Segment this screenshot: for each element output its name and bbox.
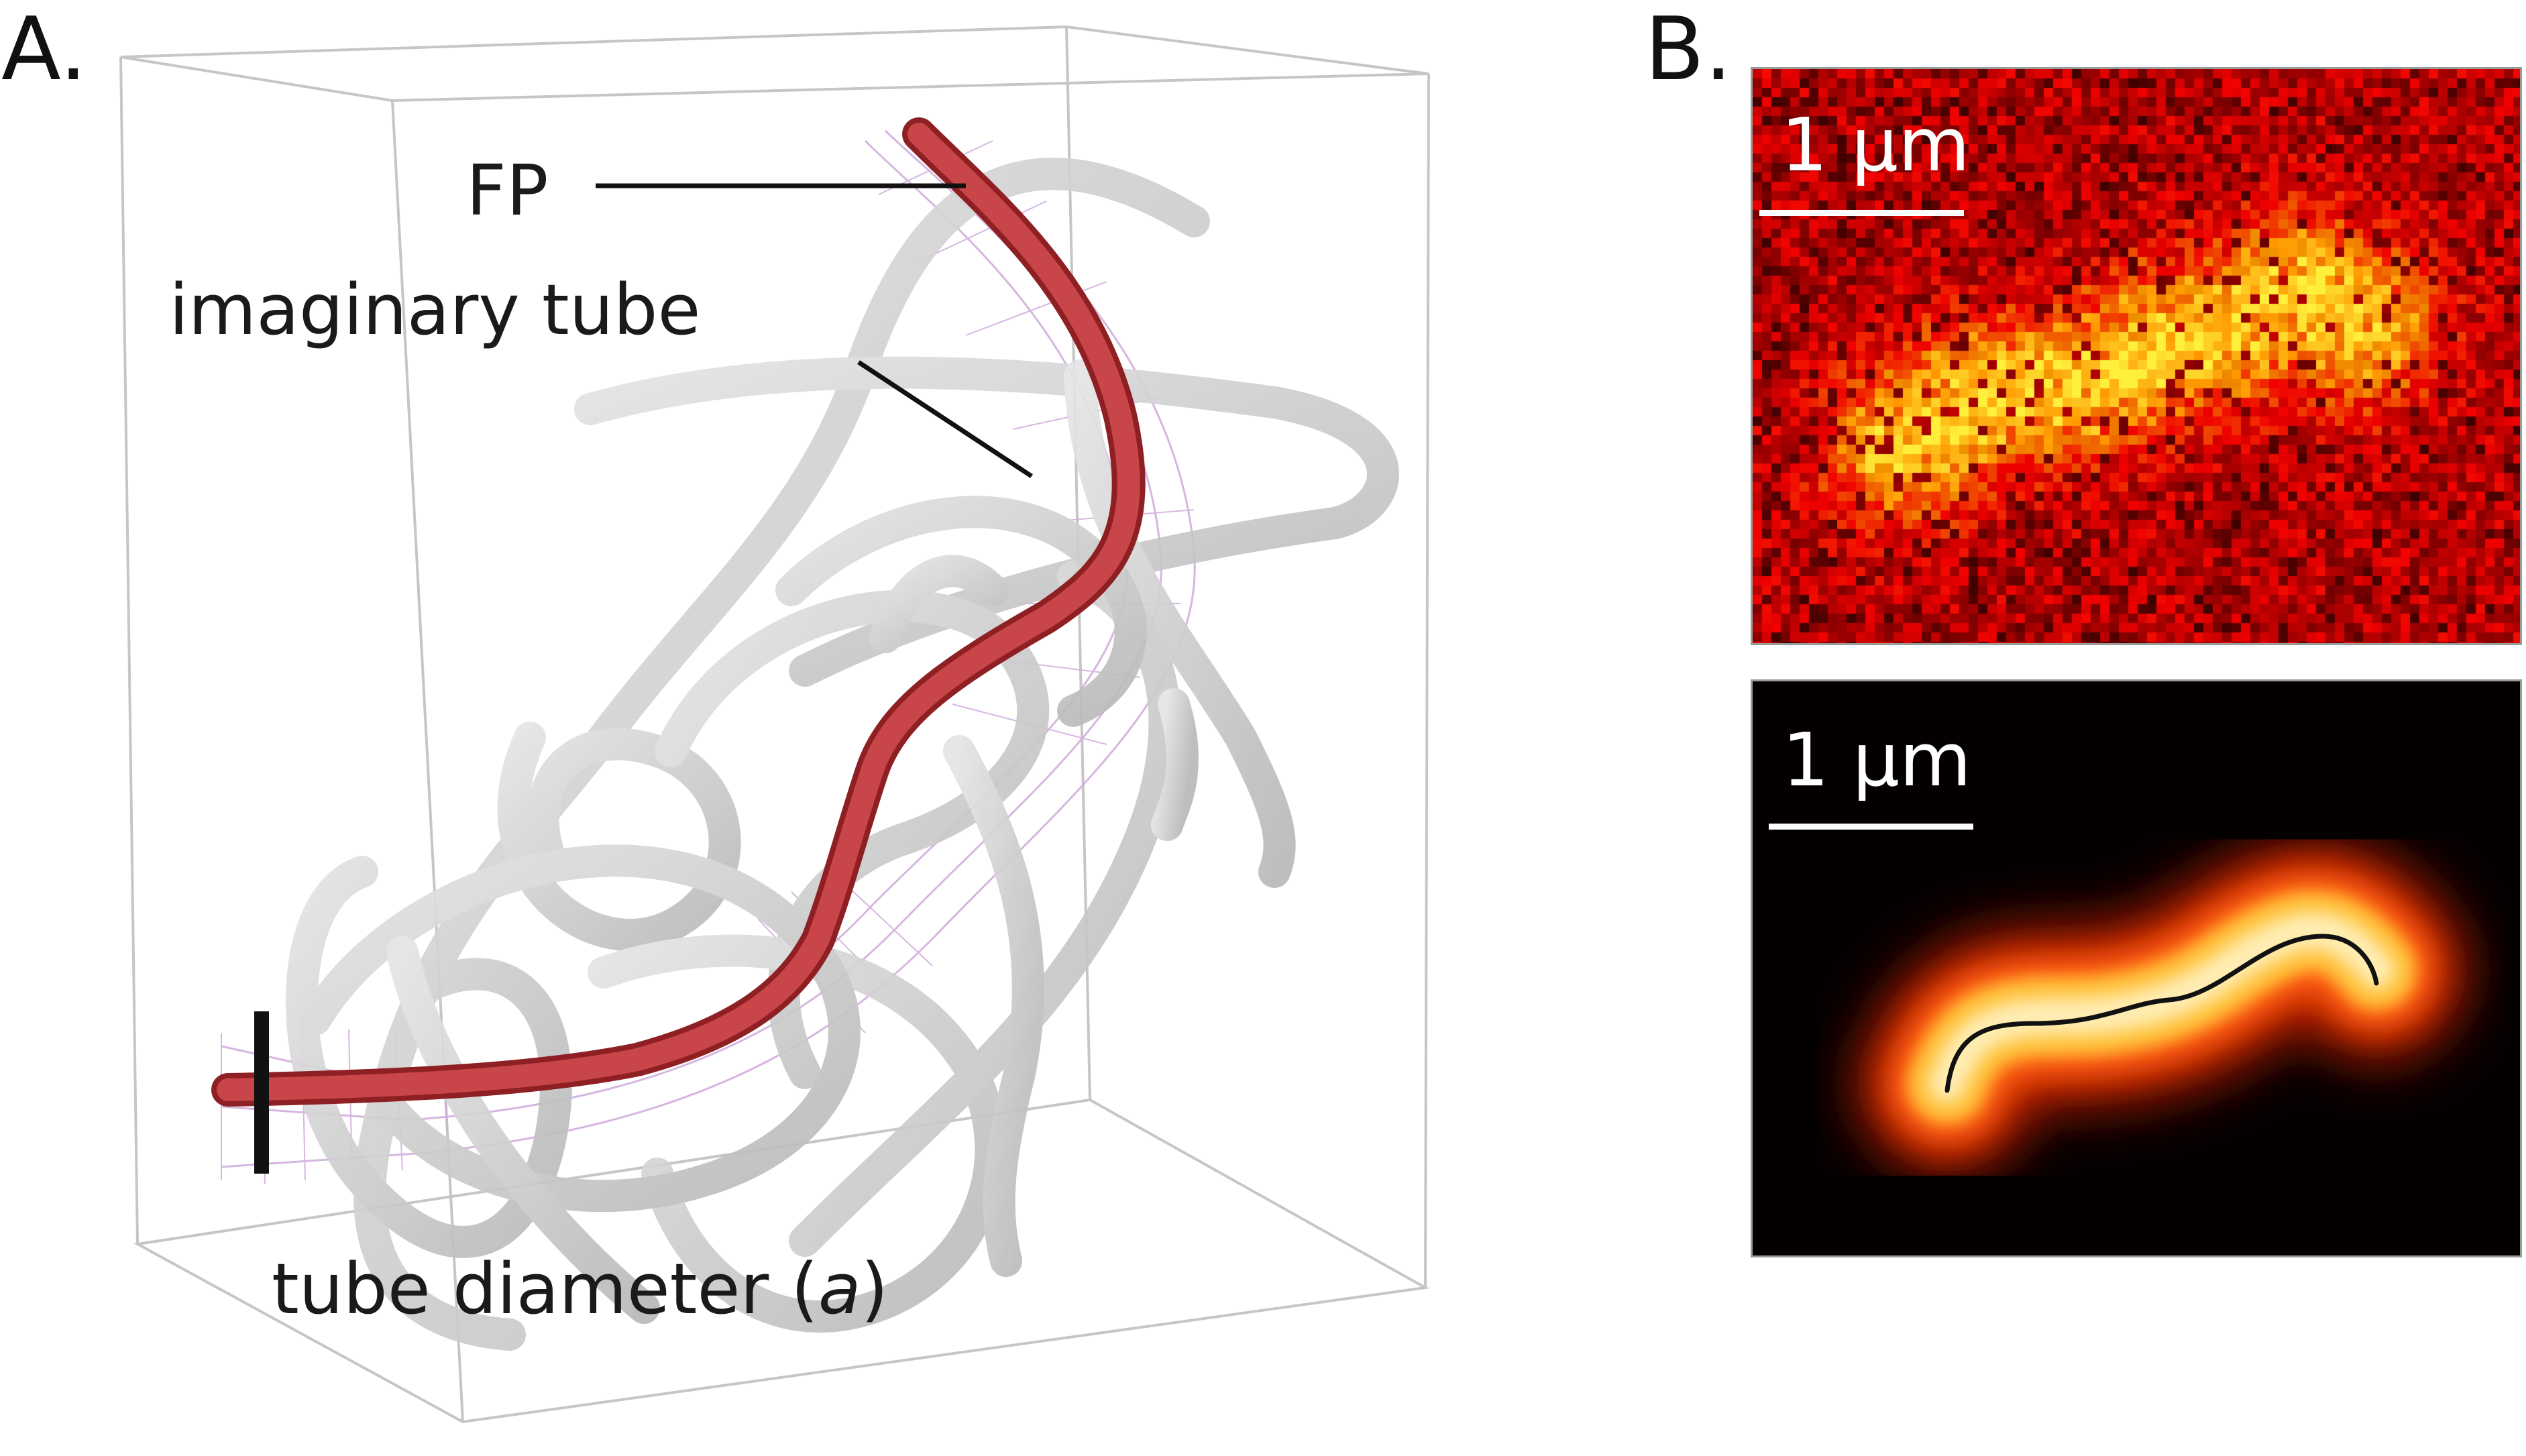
top-scale-bar: [1759, 210, 1964, 216]
noise-canvas: [1753, 69, 2520, 643]
tube-diameter-symbol: a: [818, 1248, 861, 1330]
raw-fluorescence-image: 1 µm: [1751, 67, 2522, 645]
panel-b-letter: B.: [1645, 0, 1733, 100]
panel-a-illustration: [119, 25, 1430, 1424]
bottom-scale-label: 1 µm: [1782, 717, 1972, 803]
contour-svg: [1753, 681, 2520, 1255]
tube-diameter-label: tube diameter (a): [272, 1254, 888, 1324]
tube-diameter-suffix: ): [861, 1248, 889, 1330]
fp-filament: [211, 117, 1146, 1107]
bottom-scale-bar: [1769, 824, 1973, 830]
fp-label: FP: [466, 150, 549, 231]
contour-line: [1944, 934, 2379, 1093]
panel-a-letter: A.: [1, 0, 87, 100]
background-filaments: [286, 158, 1399, 1351]
fitted-contour-image: 1 µm: [1751, 679, 2522, 1257]
tube-diameter-prefix: tube diameter (: [272, 1248, 818, 1330]
top-scale-label: 1 µm: [1781, 102, 1971, 188]
imaginary-tube-leader-line: [857, 360, 1033, 478]
imaginary-tube-label: imaginary tube: [169, 269, 701, 351]
